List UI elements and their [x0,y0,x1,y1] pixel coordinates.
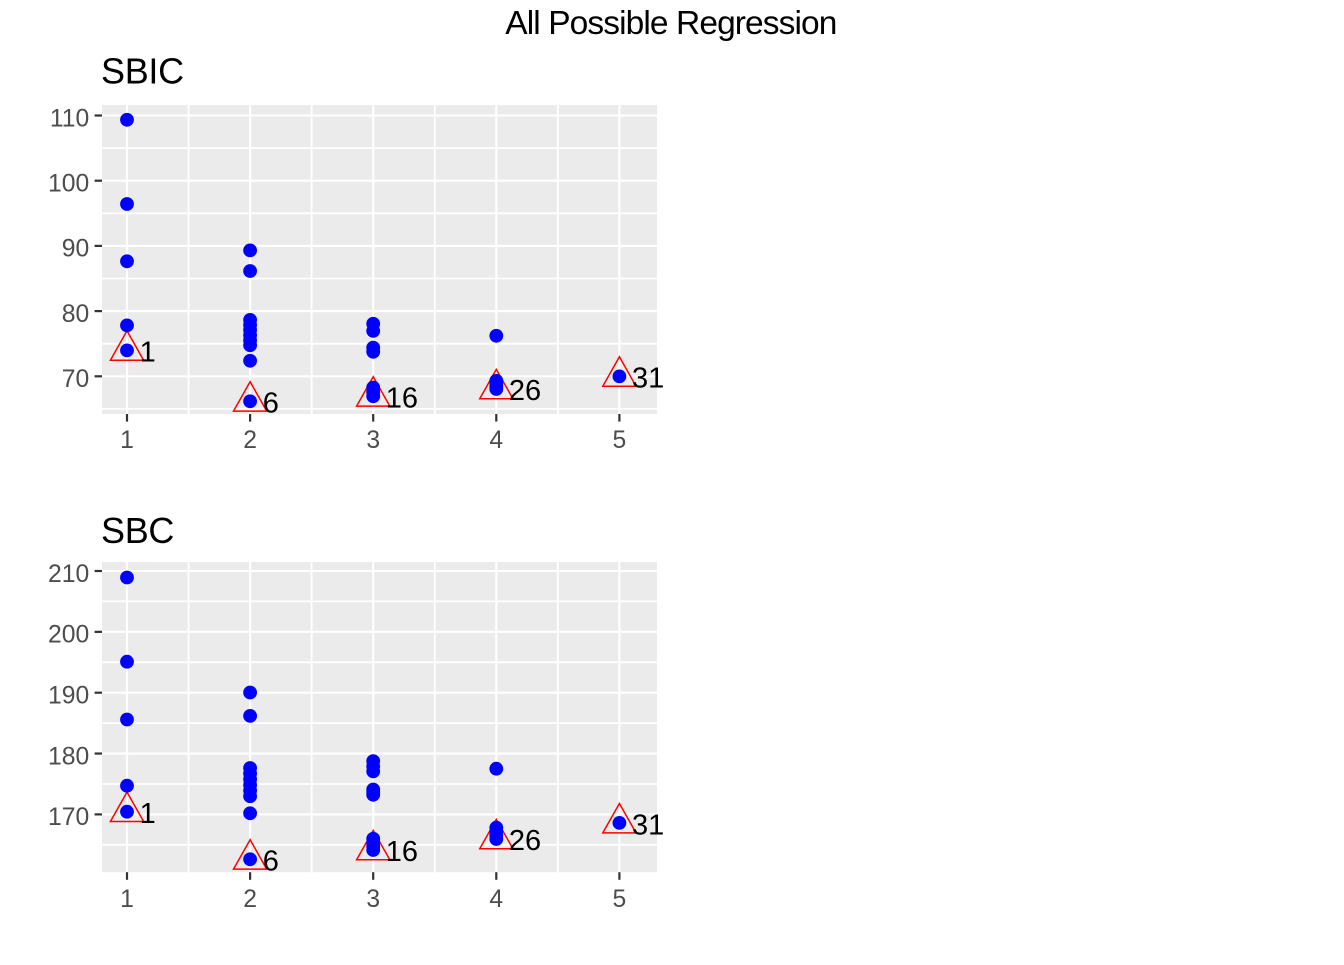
svg-text:80: 80 [62,301,89,328]
svg-text:16: 16 [386,383,418,415]
svg-text:100: 100 [48,171,89,198]
svg-text:31: 31 [632,363,664,395]
svg-text:2: 2 [243,886,257,913]
svg-text:6: 6 [263,846,279,878]
svg-text:190: 190 [48,683,89,710]
svg-text:4: 4 [489,886,503,913]
svg-text:1: 1 [120,886,134,913]
svg-text:5: 5 [613,886,627,913]
svg-text:110: 110 [50,105,89,132]
svg-text:SBIC: SBIC [101,51,184,92]
svg-text:4: 4 [489,427,503,454]
svg-text:SBC: SBC [101,510,174,551]
svg-text:31: 31 [632,809,664,841]
svg-text:210: 210 [48,561,89,588]
svg-text:90: 90 [62,236,89,263]
svg-text:1: 1 [120,427,134,454]
svg-text:1: 1 [140,337,156,369]
svg-text:200: 200 [48,622,89,649]
svg-text:180: 180 [48,743,89,770]
svg-text:3: 3 [366,886,380,913]
svg-text:3: 3 [366,427,380,454]
svg-text:1: 1 [140,798,156,830]
svg-text:All Possible Regression: All Possible Regression [505,5,836,42]
svg-text:16: 16 [386,836,418,868]
svg-text:70: 70 [62,366,89,393]
svg-text:170: 170 [48,804,89,831]
svg-text:26: 26 [509,375,541,407]
svg-text:5: 5 [613,427,627,454]
svg-text:26: 26 [509,825,541,857]
svg-text:6: 6 [263,388,279,420]
svg-text:2: 2 [243,427,257,454]
